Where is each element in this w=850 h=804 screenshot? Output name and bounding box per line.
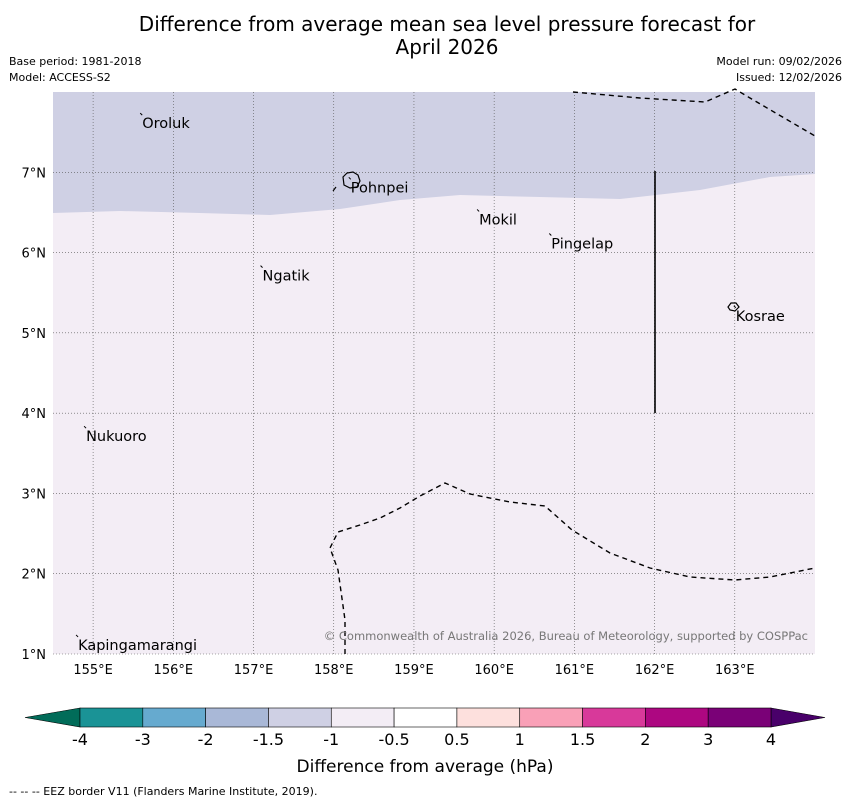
lat-tick-label: 4°N [22, 407, 47, 422]
colorbar-segment [456, 707, 521, 728]
lon-tick-label: 162°E [635, 663, 675, 678]
colorbar-over-arrow [770, 707, 826, 728]
gridlines [53, 92, 815, 655]
lat-tick-label: 2°N [22, 568, 47, 583]
place-marker [476, 209, 480, 212]
colorbar-tick-label: -4 [72, 730, 88, 749]
place-label: Oroluk [142, 116, 190, 132]
lon-tick-label: 157°E [234, 663, 274, 678]
place-label: Kapingamarangi [78, 638, 197, 654]
meta-right: Model run: 09/02/2026 Issued: 12/02/2026 [716, 54, 842, 86]
base-period: Base period: 1981-2018 [9, 55, 142, 68]
pohnpei-island [342, 171, 361, 189]
place-label: Mokil [479, 212, 517, 228]
colorbar-tick-label: 0.5 [444, 730, 469, 749]
lon-tick-label: 159°E [394, 663, 434, 678]
chart-title: Difference from average mean sea level p… [0, 13, 850, 59]
place-label: Pohnpei [351, 180, 409, 196]
colorbar-under-arrow [24, 707, 81, 728]
lat-tick-label: 3°N [22, 487, 47, 502]
place-marker [75, 634, 79, 638]
colorbar-segment [519, 707, 583, 728]
colorbar-tick-label: 2 [640, 730, 650, 749]
colorbar-tick-label: 4 [766, 730, 776, 749]
meta-left: Base period: 1981-2018 Model: ACCESS-S2 [9, 54, 141, 86]
upper-region [53, 92, 815, 215]
lat-tick-label: 5°N [22, 327, 47, 342]
colorbar-tick-label: -2 [198, 730, 214, 749]
colorbar-segment [645, 707, 709, 728]
lat-tick-label: 7°N [22, 166, 47, 181]
place-marker [733, 305, 737, 309]
colorbar-segment [582, 707, 646, 728]
place-label: Pingelap [551, 237, 613, 253]
place-label: Nukuoro [86, 429, 147, 445]
colorbar-tick-label: -1.5 [253, 730, 284, 749]
lon-tick-label: 156°E [154, 663, 194, 678]
model-run: Model run: 09/02/2026 [716, 55, 842, 68]
place-marker [548, 233, 552, 236]
place-marker [139, 112, 143, 116]
lon-tick-label: 160°E [474, 663, 514, 678]
place-label: Ngatik [263, 269, 311, 285]
pohnpei-islet [332, 186, 337, 192]
lon-tick-label: 163°E [715, 663, 755, 678]
place-labels: Oroluk Pohnpei Mokil Pingelap Ngatik Kosrae Nu… [75, 112, 785, 654]
colorbar-segment [707, 707, 772, 728]
axis-labels: 155°E 156°E 157°E 158°E 159°E 160°E 161°E 162°E… [22, 166, 755, 678]
colorbar-tick-label: -1 [323, 730, 339, 749]
lon-tick-label: 155°E [73, 663, 113, 678]
lon-tick-label: 158°E [314, 663, 354, 678]
lon-tick-label: 161°E [555, 663, 595, 678]
copyright-note: © Commonwealth of Australia 2026, Bureau… [324, 629, 808, 643]
place-marker [348, 176, 352, 180]
colorbar-tick-label: -3 [135, 730, 151, 749]
eez-footer-note: -- -- -- EEZ border V11 (Flanders Marine… [9, 785, 318, 798]
title-line-2: April 2026 [395, 35, 499, 59]
issued-date: Issued: 12/02/2026 [735, 71, 842, 84]
place-label: Kosrae [736, 309, 785, 325]
model-name: Model: ACCESS-S2 [9, 71, 111, 84]
colorbar: -4 -3 -2 -1.5 -1 -0.5 0.5 1 1.5 2 3 4 [24, 707, 826, 749]
colorbar-segment [268, 707, 332, 728]
colorbar-label: Difference from average (hPa) [297, 757, 554, 777]
colorbar-segment [330, 707, 395, 728]
lat-tick-label: 1°N [22, 648, 47, 663]
colorbar-segment [205, 707, 269, 728]
title-line-1: Difference from average mean sea level p… [138, 12, 756, 36]
place-marker [260, 265, 263, 268]
colorbar-segment [79, 707, 144, 728]
eez-border-north [572, 88, 816, 137]
colorbar-segment [393, 707, 458, 728]
place-marker [83, 425, 87, 429]
kosrae-island [727, 302, 740, 312]
colorbar-segment [142, 707, 206, 728]
colorbar-tick-label: -0.5 [378, 730, 409, 749]
colorbar-tick-label: 1.5 [570, 730, 595, 749]
colorbar-tick-label: 1 [515, 730, 525, 749]
colorbar-tick-label: 3 [703, 730, 713, 749]
lat-tick-label: 6°N [22, 247, 47, 262]
eez-border-south [329, 482, 816, 654]
